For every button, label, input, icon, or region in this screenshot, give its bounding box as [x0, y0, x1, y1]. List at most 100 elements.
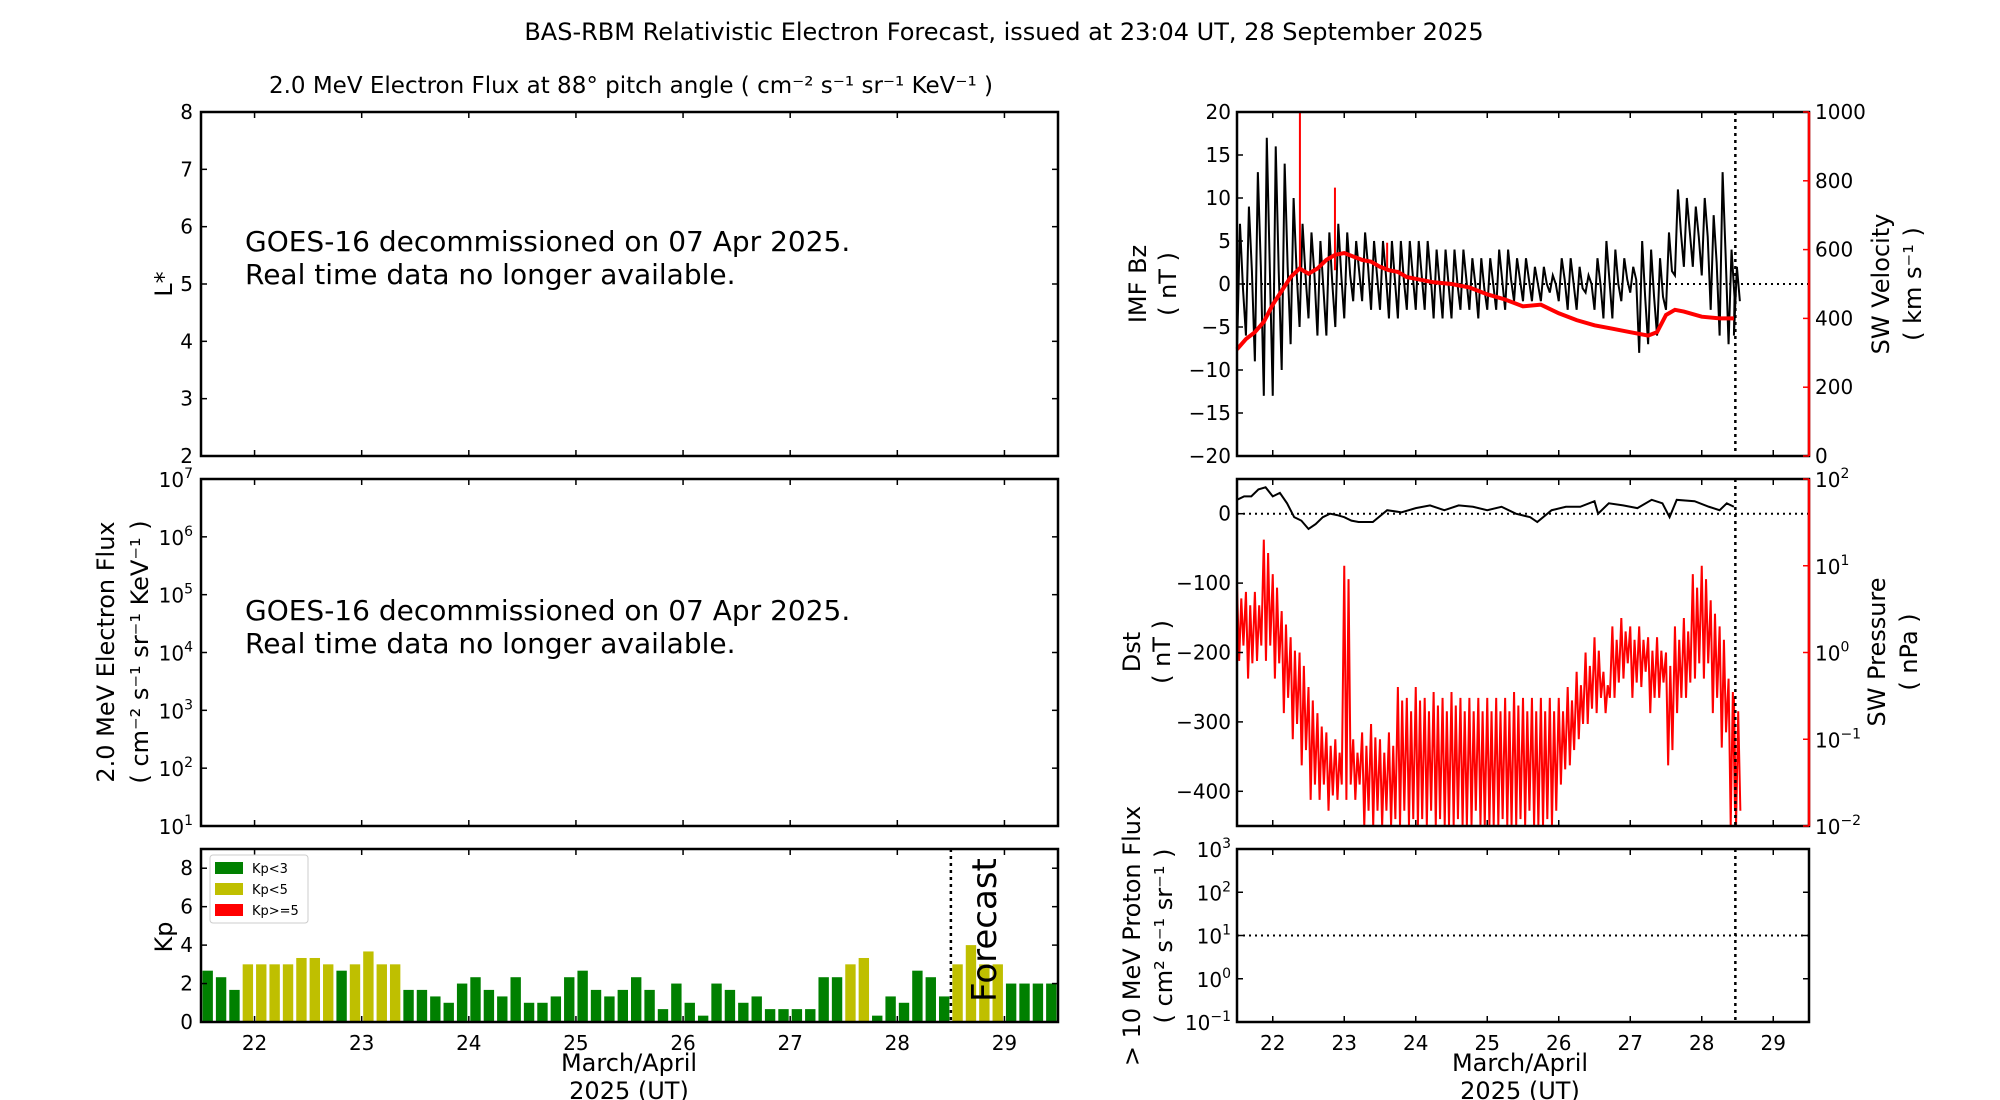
electron-flux-ytick-label: 103	[159, 697, 193, 723]
kp-bar	[938, 996, 950, 1022]
kp-ytick-label: 0	[180, 1010, 193, 1034]
kp-panel-frame	[199, 847, 1060, 1024]
kp-bar	[751, 996, 762, 1022]
kp-bar	[912, 970, 923, 1022]
proton-ytick-label: 103	[1197, 836, 1231, 862]
proton-xtick-label: 26	[1546, 1031, 1571, 1055]
proton-ytick-label: 10−1	[1185, 1009, 1231, 1035]
kp-bar	[497, 996, 508, 1022]
left-panel-title: 2.0 MeV Electron Flux at 88° pitch angle…	[269, 73, 993, 99]
electron-flux-ytick-label: 107	[159, 466, 193, 492]
kp-bar	[242, 964, 254, 1022]
kp-legend-label: Kp<3	[252, 862, 288, 877]
pressure-ytick-label: 100	[1815, 640, 1849, 666]
kp-ytick-label: 6	[180, 895, 193, 919]
velocity-ytick-label: 1000	[1815, 100, 1866, 124]
proton-ytick-label: 100	[1197, 966, 1231, 992]
kp-bar	[403, 989, 414, 1022]
velocity-ylabel-line2: ( km s⁻¹ )	[1899, 227, 1927, 341]
kp-legend-swatch	[215, 862, 243, 874]
kp-bar	[671, 983, 682, 1022]
kp-bar	[215, 977, 227, 1022]
kp-bar	[1032, 983, 1044, 1022]
velocity-ylabel-line1: SW Velocity	[1867, 214, 1895, 355]
lstar-notice-line1: GOES-16 decommissioned on 07 Apr 2025.	[245, 225, 850, 258]
kp-bar	[885, 996, 896, 1022]
pressure-ylabel-line1: SW Pressure	[1863, 577, 1891, 726]
dst-ylabel-line1: Dst	[1118, 632, 1146, 672]
bz-ytick-label: 20	[1206, 100, 1231, 124]
bz-ytick-label: 10	[1206, 186, 1231, 210]
kp-legend-label: Kp>=5	[252, 904, 299, 919]
kp-ytick-label: 8	[180, 856, 193, 880]
kp-bar	[349, 964, 361, 1022]
kp-bar	[818, 977, 829, 1022]
electron-flux-ylabel-line2: ( cm⁻² s⁻¹ sr⁻¹ KeV⁻¹ )	[126, 520, 154, 783]
lstar-ytick-label: 6	[180, 215, 193, 239]
kp-xtick-label: 24	[456, 1031, 481, 1055]
bz-ytick-label: −20	[1189, 444, 1231, 468]
kp-bar	[644, 989, 655, 1022]
kp-bar	[657, 1009, 669, 1022]
kp-bar	[590, 989, 602, 1022]
kp-bar	[925, 977, 936, 1022]
kp-bar	[1005, 983, 1017, 1022]
kp-bar	[523, 1002, 535, 1022]
kp-bar	[791, 1009, 803, 1022]
kp-bar	[376, 964, 387, 1022]
proton-ytick-label: 102	[1197, 879, 1231, 905]
kp-bar	[323, 964, 334, 1022]
left-xlabel-line2: 2025 (UT)	[569, 1077, 689, 1100]
kp-bar	[631, 977, 642, 1022]
pressure-ytick-label: 10−2	[1815, 813, 1861, 839]
kp-bar	[470, 977, 481, 1022]
imf-bz-line	[1236, 137, 1741, 396]
proton-xtick-label: 23	[1332, 1031, 1357, 1055]
proton-xtick-label: 29	[1761, 1031, 1786, 1055]
electron-flux-ytick-label: 105	[159, 582, 193, 608]
kp-bar	[456, 983, 468, 1022]
velocity-ytick-label: 400	[1815, 306, 1853, 330]
flux-notice-line2: Real time data no longer available.	[245, 627, 736, 660]
kp-bar	[537, 1002, 548, 1022]
kp-bar	[684, 1002, 695, 1022]
kp-bar	[697, 1015, 709, 1022]
kp-bar	[256, 964, 267, 1022]
kp-bar	[845, 964, 856, 1022]
kp-bar	[564, 977, 575, 1022]
bz-ytick-label: 15	[1206, 143, 1231, 167]
kp-bar	[363, 951, 374, 1022]
dst-ytick-label: −100	[1176, 571, 1231, 595]
kp-bar	[764, 1009, 776, 1022]
proton-xtick-label: 27	[1618, 1031, 1643, 1055]
pressure-ytick-label: 101	[1815, 553, 1849, 579]
kp-bar	[604, 996, 615, 1022]
lstar-ylabel: L*	[150, 271, 178, 296]
dst-ytick-label: −400	[1176, 779, 1231, 803]
velocity-ytick-label: 800	[1815, 169, 1853, 193]
kp-bar	[269, 964, 280, 1022]
bz-ylabel-line2: ( nT )	[1154, 252, 1182, 316]
kp-xtick-label: 23	[349, 1031, 374, 1055]
proton-xtick-label: 22	[1260, 1031, 1285, 1055]
kp-bar	[831, 977, 843, 1022]
velocity-ytick-label: 0	[1815, 444, 1828, 468]
bz-ytick-label: 0	[1218, 272, 1231, 296]
electron-flux-ytick-label: 102	[159, 755, 193, 781]
kp-bar	[778, 1009, 789, 1022]
right-xlabel-line2: 2025 (UT)	[1460, 1077, 1580, 1100]
forecast-label: Forecast	[965, 858, 1005, 1002]
flux-notice-line1: GOES-16 decommissioned on 07 Apr 2025.	[245, 594, 850, 627]
lstar-ytick-label: 7	[180, 157, 193, 181]
pressure-ylabel-line2: ( nPa )	[1895, 613, 1923, 690]
kp-legend: Kp<3 Kp<5 Kp>=5	[209, 854, 309, 924]
kp-bar	[282, 964, 294, 1022]
bz-ytick-label: −10	[1189, 358, 1231, 382]
kp-bar	[443, 1002, 454, 1022]
kp-bar	[416, 989, 428, 1022]
dst-ytick-label: 0	[1218, 502, 1231, 526]
dst-line	[1236, 486, 1735, 531]
kp-bar	[309, 957, 321, 1022]
kp-bar	[952, 964, 963, 1022]
